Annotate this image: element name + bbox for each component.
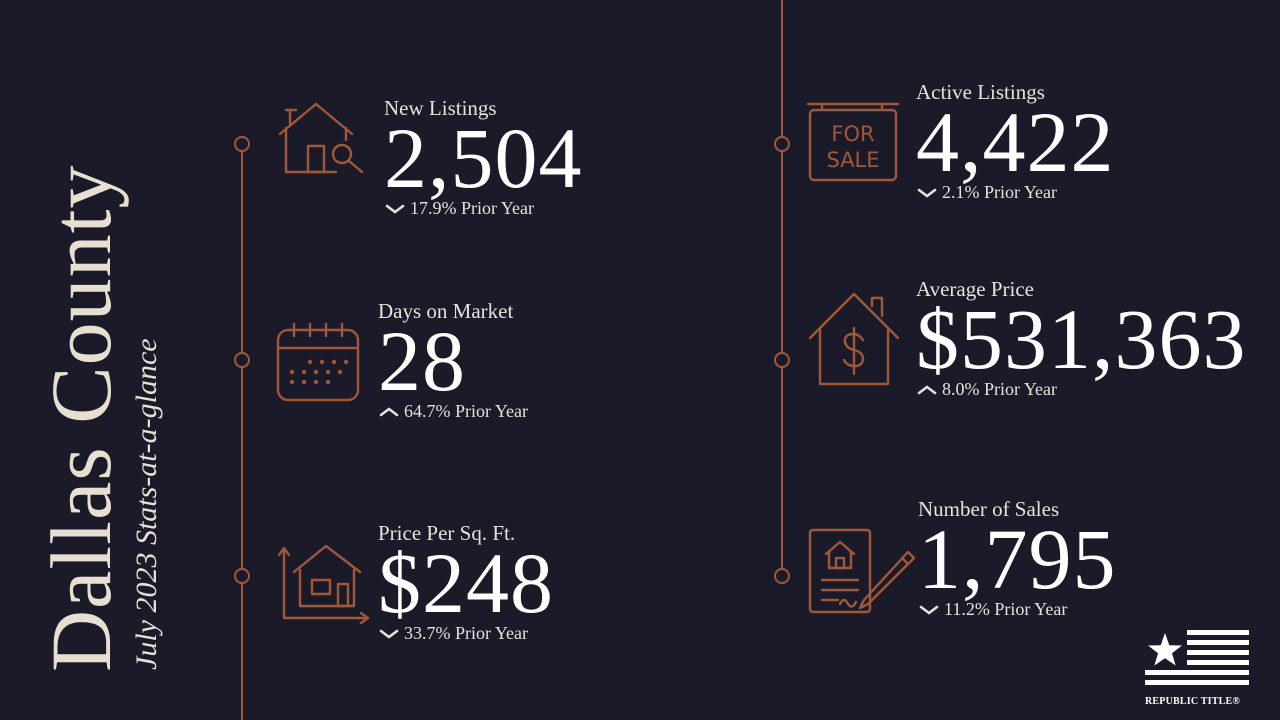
stat-value: 28 xyxy=(378,313,466,409)
calendar-icon xyxy=(276,320,362,408)
stat-change-text: 11.2% Prior Year xyxy=(944,599,1068,620)
stat-price-per-sqft: Price Per Sq. Ft. $248 33.7% Prior Year xyxy=(378,523,554,644)
left-timeline-line xyxy=(241,140,243,720)
stat-change: 8.0% Prior Year xyxy=(916,379,1247,400)
stat-value: $531,363 xyxy=(916,291,1247,387)
for-sale-sign-icon: FOR SALE xyxy=(806,100,902,188)
timeline-dot xyxy=(774,136,790,152)
stat-number-of-sales: Number of Sales 1,795 11.2% Prior Year xyxy=(918,499,1117,620)
stat-new-listings: New Listings 2,504 17.9% Prior Year xyxy=(384,98,583,219)
timeline-dot xyxy=(774,352,790,368)
for-sale-sign-word2: SALE xyxy=(826,148,879,172)
stat-change-text: 8.0% Prior Year xyxy=(942,379,1057,400)
chevron-up-icon xyxy=(916,384,938,396)
chevron-down-icon xyxy=(916,187,938,199)
stat-change-text: 64.7% Prior Year xyxy=(404,401,528,422)
stat-change: 33.7% Prior Year xyxy=(378,623,554,644)
stat-value: 2,504 xyxy=(384,110,583,206)
stat-average-price: Average Price $531,363 8.0% Prior Year xyxy=(916,279,1247,400)
stat-change-text: 17.9% Prior Year xyxy=(410,198,534,219)
chevron-down-icon xyxy=(918,604,940,616)
stat-change-text: 33.7% Prior Year xyxy=(404,623,528,644)
page-subtitle: July 2023 Stats-at-a-glance xyxy=(130,338,163,670)
stat-change: 11.2% Prior Year xyxy=(918,599,1117,620)
stat-label: Number of Sales xyxy=(918,497,1060,521)
stat-change-text: 2.1% Prior Year xyxy=(942,182,1057,203)
republic-title-logo: REPUBLIC TITLE® xyxy=(1145,630,1255,707)
flag-star-icon xyxy=(1145,630,1249,694)
stat-active-listings: Active Listings 4,422 2.1% Prior Year xyxy=(916,82,1115,203)
stat-value: 4,422 xyxy=(916,94,1115,190)
stat-change: 17.9% Prior Year xyxy=(384,198,583,219)
chevron-up-icon xyxy=(378,406,400,418)
timeline-dot xyxy=(234,136,250,152)
stat-label: New Listings xyxy=(384,96,497,120)
house-search-icon xyxy=(276,100,372,180)
stat-label: Days on Market xyxy=(378,299,514,323)
chevron-down-icon xyxy=(378,628,400,640)
timeline-dot xyxy=(774,568,790,584)
house-dollar-icon xyxy=(806,290,902,392)
page-title: Dallas County xyxy=(33,164,129,672)
right-timeline-line xyxy=(781,0,783,580)
stat-days-on-market: Days on Market 28 64.7% Prior Year xyxy=(378,301,528,422)
timeline-dot xyxy=(234,352,250,368)
stat-label: Active Listings xyxy=(916,80,1045,104)
stat-value: $248 xyxy=(378,535,554,631)
stat-change: 64.7% Prior Year xyxy=(378,401,528,422)
contract-signature-icon xyxy=(806,524,916,620)
logo-text: REPUBLIC TITLE® xyxy=(1145,696,1241,707)
stat-label: Average Price xyxy=(916,277,1034,301)
stat-label: Price Per Sq. Ft. xyxy=(378,521,516,545)
stat-value: 1,795 xyxy=(918,511,1117,607)
for-sale-sign-word1: FOR xyxy=(831,122,874,146)
vertical-title-block: Dallas County July 2023 Stats-at-a-glanc… xyxy=(33,164,163,672)
chevron-down-icon xyxy=(384,203,406,215)
timeline-dot xyxy=(234,568,250,584)
house-measure-icon xyxy=(276,540,372,628)
stat-change: 2.1% Prior Year xyxy=(916,182,1115,203)
